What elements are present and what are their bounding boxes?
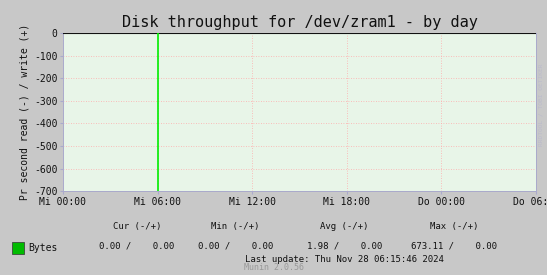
- Text: Max (-/+): Max (-/+): [430, 222, 478, 231]
- Text: 673.11 /    0.00: 673.11 / 0.00: [411, 242, 497, 251]
- Text: Bytes: Bytes: [28, 243, 58, 253]
- Text: 1.98 /    0.00: 1.98 / 0.00: [307, 242, 382, 251]
- Y-axis label: Pr second read (-) / write (+): Pr second read (-) / write (+): [20, 24, 30, 200]
- Text: 0.00 /    0.00: 0.00 / 0.00: [99, 242, 174, 251]
- Text: Min (-/+): Min (-/+): [211, 222, 259, 231]
- Text: Avg (-/+): Avg (-/+): [321, 222, 369, 231]
- Title: Disk throughput for /dev/zram1 - by day: Disk throughput for /dev/zram1 - by day: [121, 15, 478, 31]
- Text: Last update: Thu Nov 28 06:15:46 2024: Last update: Thu Nov 28 06:15:46 2024: [245, 255, 444, 264]
- Text: Munin 2.0.56: Munin 2.0.56: [243, 263, 304, 272]
- Text: RRDTOOL / TOBI OETIKER: RRDTOOL / TOBI OETIKER: [538, 63, 543, 146]
- Text: Cur (-/+): Cur (-/+): [113, 222, 161, 231]
- Text: 0.00 /    0.00: 0.00 / 0.00: [197, 242, 273, 251]
